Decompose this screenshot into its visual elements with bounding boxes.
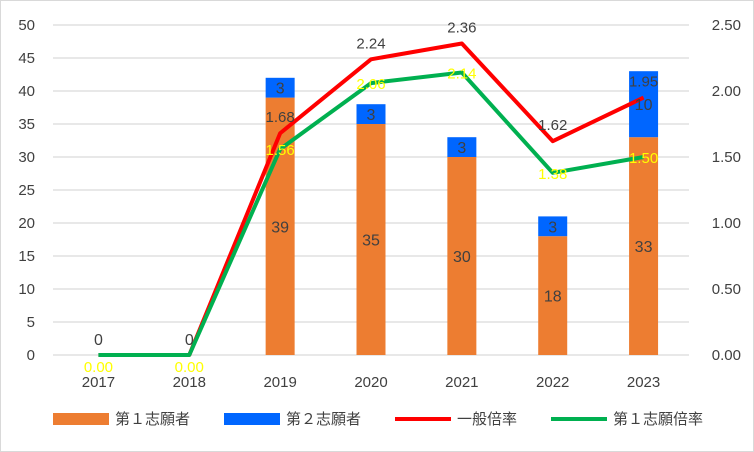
left-tick-label: 0 — [27, 347, 35, 364]
line-data-label: 2.36 — [447, 19, 476, 36]
legend-label: 第１志願倍率 — [613, 411, 704, 428]
left-tick-label: 35 — [18, 116, 35, 133]
left-tick-label: 30 — [18, 149, 35, 166]
line-data-label: 1.50 — [629, 150, 658, 167]
right-tick-label: 0.50 — [712, 281, 741, 298]
right-tick-label: 0.00 — [712, 347, 741, 364]
bar-data-label: 3 — [367, 107, 376, 124]
right-tick-label: 2.50 — [712, 17, 741, 34]
left-tick-label: 5 — [27, 314, 35, 331]
x-tick-label: 2018 — [173, 374, 206, 391]
left-tick-label: 10 — [18, 281, 35, 298]
line-data-label: 1.62 — [538, 117, 567, 134]
legend-item-second-choice: 第２志願者 — [223, 408, 361, 429]
x-tick-label: 2021 — [445, 374, 478, 391]
bar-data-label: 33 — [635, 239, 653, 256]
x-tick-label: 2022 — [536, 374, 569, 391]
legend-item-first-ratio: 第１志願倍率 — [551, 408, 703, 429]
line-data-label: 0.00 — [84, 359, 113, 376]
bar-first — [447, 157, 477, 355]
bar-data-label: 30 — [453, 249, 471, 266]
left-tick-label: 40 — [18, 83, 35, 100]
line-data-label: 1.95 — [629, 74, 658, 91]
right-tick-label: 1.00 — [712, 215, 741, 232]
bar-data-label: 3 — [457, 140, 466, 157]
legend-label: 第２志願者 — [285, 411, 361, 428]
left-tick-label: 25 — [18, 182, 35, 199]
line-first-ratio — [98, 70, 644, 357]
legend-label: 第１志願者 — [114, 411, 190, 428]
line-data-label: 1.38 — [538, 166, 567, 183]
line-data-label: 0.00 — [175, 359, 204, 376]
left-tick-label: 20 — [18, 215, 35, 232]
bar-second — [447, 137, 477, 157]
x-tick-label: 2017 — [82, 374, 115, 391]
line-data-label: 2.14 — [447, 66, 476, 83]
left-tick-label: 50 — [18, 17, 35, 34]
line-data-label: 2.24 — [356, 35, 385, 52]
x-tick-label: 2020 — [354, 374, 387, 391]
bar-second — [356, 104, 386, 124]
bar-data-label: 18 — [544, 289, 562, 306]
bar-first — [538, 236, 568, 355]
line-data-label: 1.68 — [266, 109, 295, 126]
legend-item-first-choice: 第１志願者 — [52, 408, 190, 429]
bar-second — [265, 77, 295, 98]
legend-label: 一般倍率 — [457, 411, 518, 428]
legend-item-general-ratio: 一般倍率 — [395, 408, 517, 429]
x-tick-label: 2019 — [263, 374, 296, 391]
right-tick-label: 2.00 — [712, 83, 741, 100]
bar-data-label: 10 — [635, 97, 653, 114]
legend-swatch — [395, 416, 451, 421]
bar-data-label: 3 — [548, 219, 557, 236]
bar-data-label: 3 — [276, 81, 285, 98]
bar-first — [629, 137, 659, 355]
legend: 第１志願者 第２志願者 一般倍率 第１志願倍率 — [1, 408, 753, 429]
bar-data-label: 39 — [271, 219, 289, 236]
legend-swatch — [52, 412, 109, 425]
line-data-label: 2.06 — [356, 76, 385, 93]
legend-swatch — [551, 416, 608, 421]
line-data-label: 1.56 — [266, 142, 295, 159]
bar-data-label: 0 — [185, 332, 194, 349]
left-tick-label: 15 — [18, 248, 35, 265]
bar-data-label: 0 — [94, 332, 103, 349]
left-tick-label: 45 — [18, 50, 35, 67]
legend-swatch — [223, 412, 280, 425]
bar-data-label: 35 — [362, 233, 380, 250]
bar-second — [538, 216, 568, 237]
bar-first — [356, 124, 386, 355]
x-tick-label: 2023 — [627, 374, 660, 391]
right-tick-label: 1.50 — [712, 149, 741, 166]
